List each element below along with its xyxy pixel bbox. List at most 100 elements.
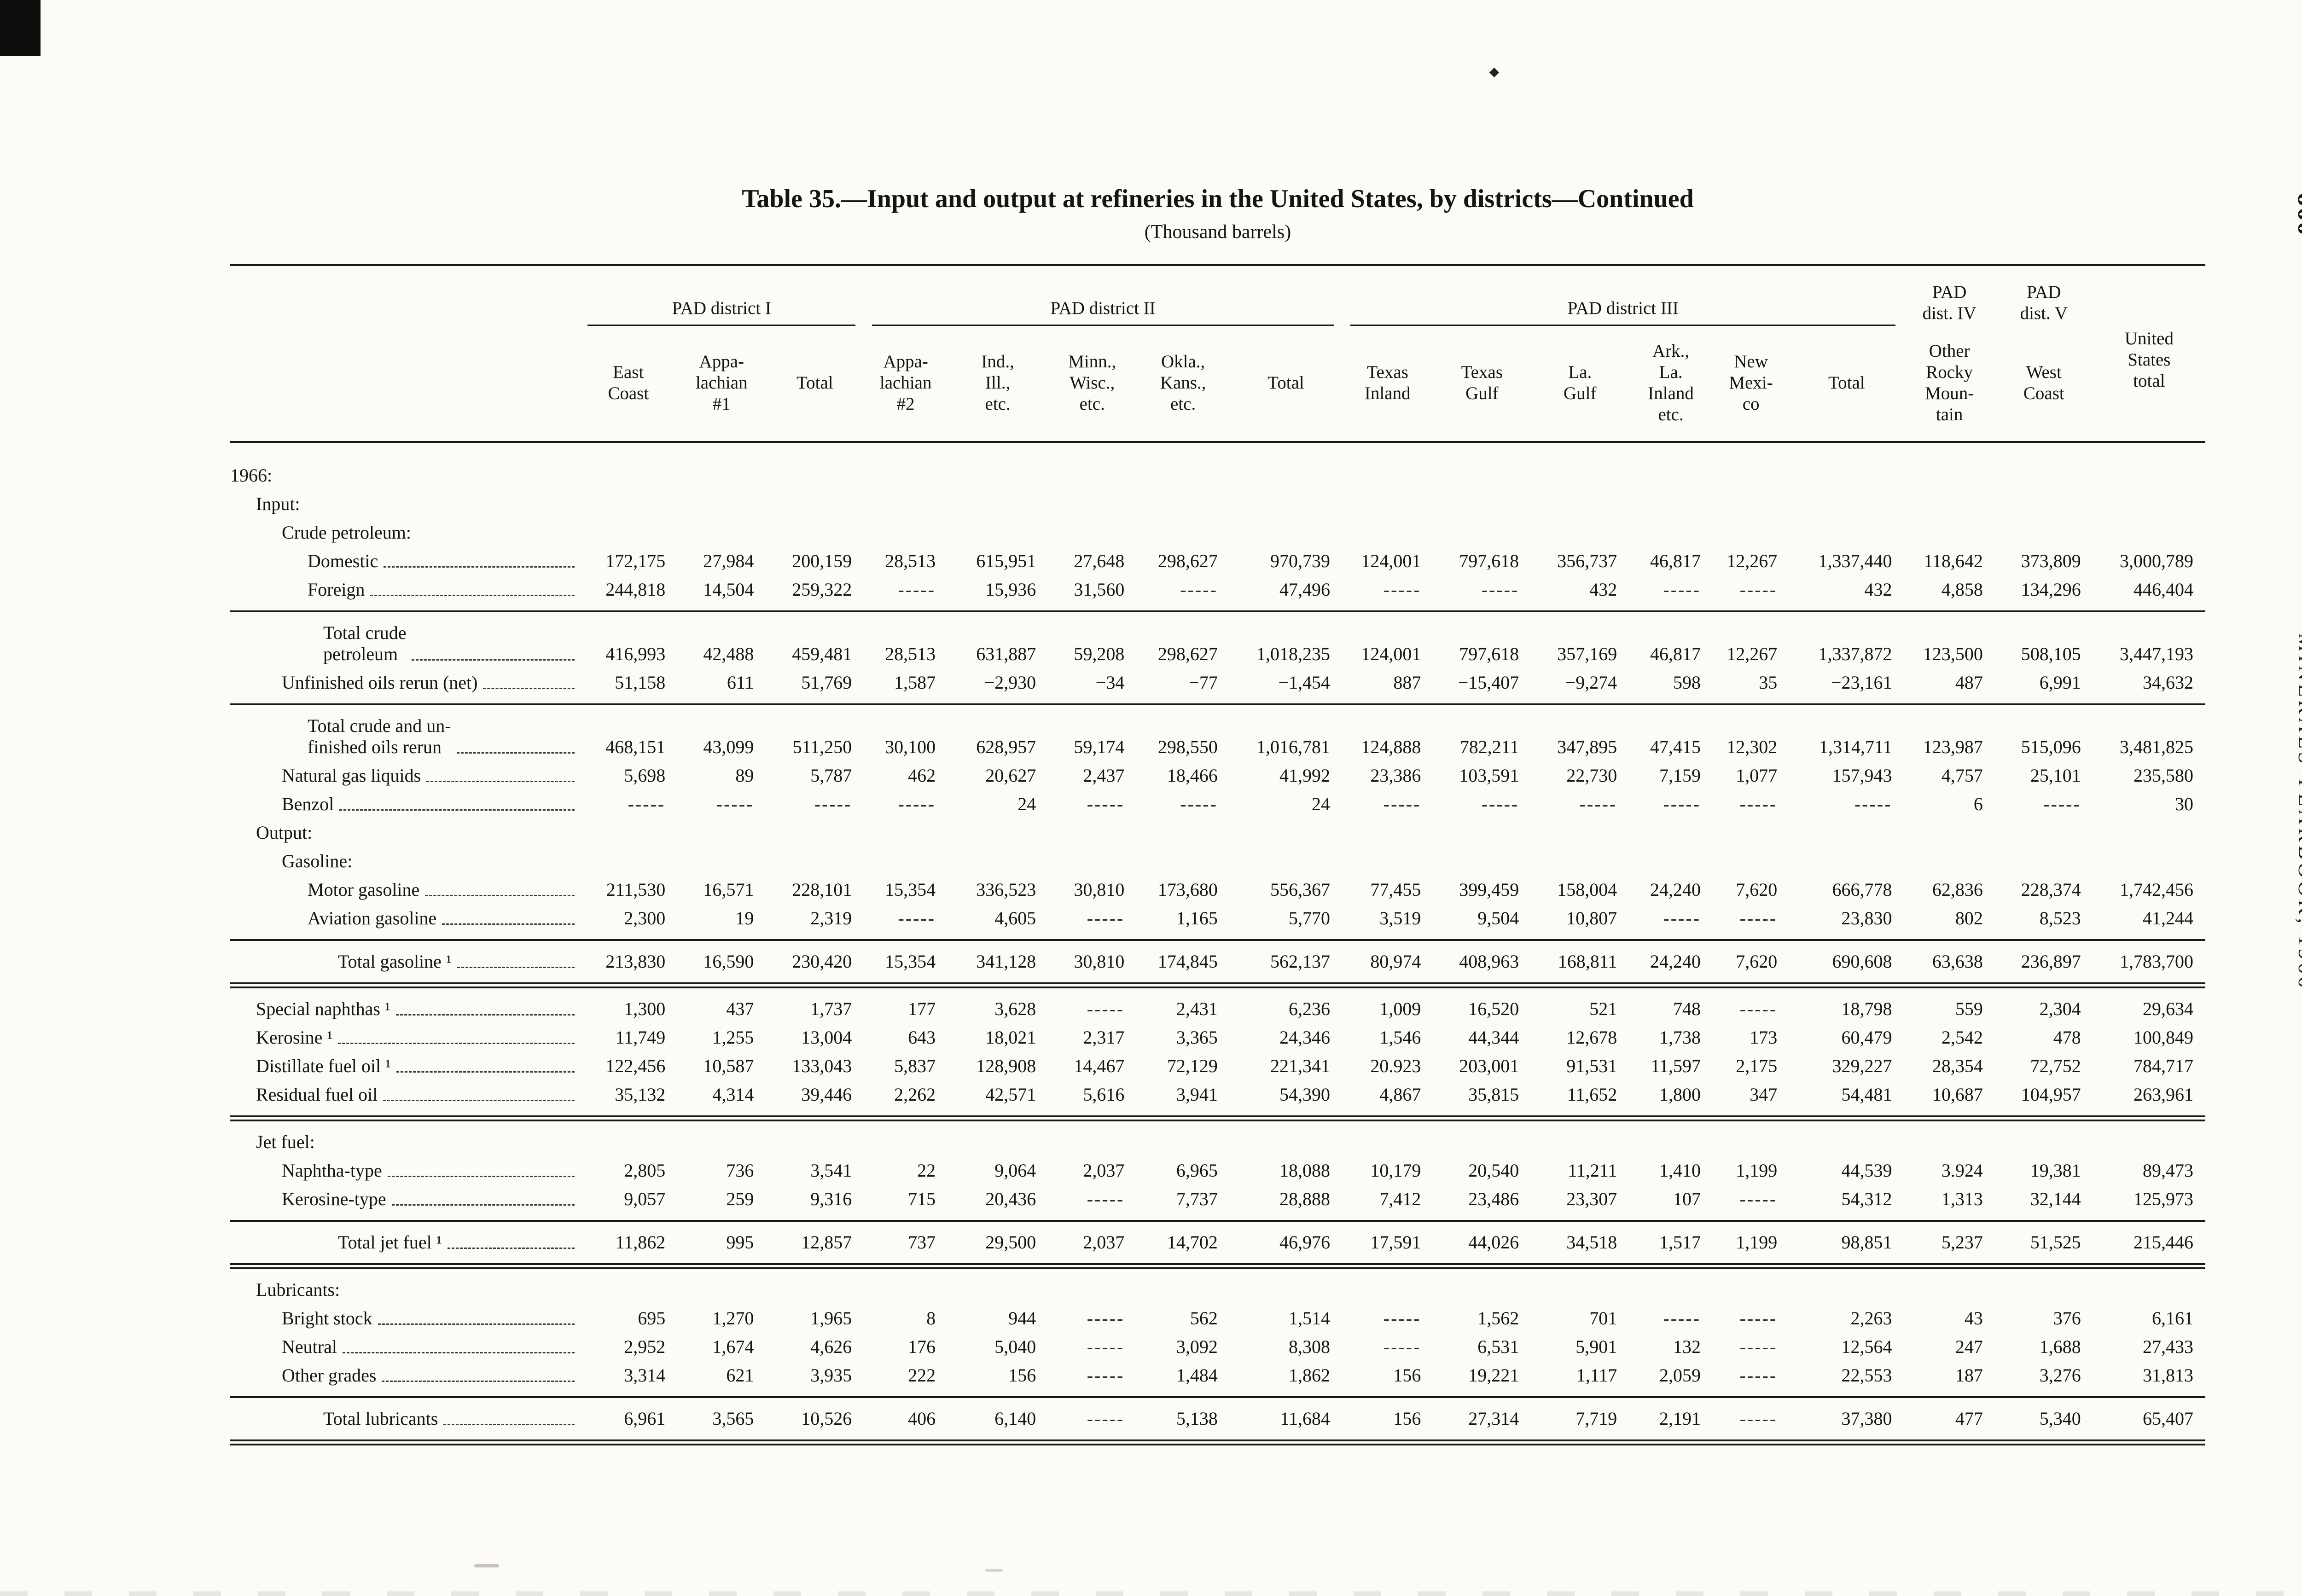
- value-cell: 784,717: [2133, 1056, 2193, 1077]
- value-cell: [948, 1276, 1048, 1304]
- value-cell: 1,688: [2039, 1336, 2081, 1358]
- value-cell: 80,974: [1370, 951, 1421, 972]
- value-cell: 556,367: [1270, 879, 1330, 900]
- horizontal-rule-cell: [230, 697, 2205, 712]
- value-cell: [1136, 1276, 1230, 1304]
- value-cell: 20,627: [985, 765, 1036, 786]
- row-label: Input:: [256, 493, 300, 515]
- value-cell: 51,769: [801, 672, 852, 693]
- value-cell: [2093, 442, 2205, 490]
- column-header-pad2-total: Total: [1229, 329, 1342, 443]
- row-label: Aviation gasoline: [308, 908, 437, 929]
- value-cell: [579, 1276, 677, 1304]
- dot-leader: [382, 1381, 575, 1382]
- column-header-appalachian-2: Appa- lachian #2: [864, 329, 948, 443]
- value-cell: [1789, 847, 1904, 876]
- value-cell: [1995, 1128, 2093, 1156]
- value-cell: 666,778: [1832, 879, 1892, 900]
- value-cell: 44,026: [1468, 1232, 1519, 1253]
- value-cell: [1789, 1276, 1904, 1304]
- horizontal-rule-row: [230, 1109, 2205, 1128]
- section-row: 1966:: [230, 442, 2205, 490]
- value-cell: 1,738: [1659, 1027, 1701, 1048]
- value-cell: 60,479: [1841, 1027, 1892, 1048]
- value-cell: [1230, 1276, 1342, 1304]
- value-cell: −34: [1095, 672, 1125, 693]
- row-label-cell: Jet fuel:: [230, 1128, 579, 1156]
- dot-leader: [412, 659, 575, 661]
- value-cell: [1904, 490, 1994, 518]
- row-label-cell: Neutral: [230, 1333, 579, 1361]
- value-cell: 123,500: [1923, 644, 1983, 665]
- value-cell: 631,887: [976, 644, 1036, 665]
- value-cell: [1342, 518, 1433, 547]
- value-cell: -----: [1739, 998, 1778, 1020]
- value-cell: 995: [726, 1232, 754, 1253]
- single-rule-line: [230, 939, 2205, 941]
- dot-leader: [426, 781, 575, 783]
- value-cell: 2,542: [1941, 1027, 1983, 1048]
- horizontal-rule-row: [230, 1433, 2205, 1452]
- value-cell: 432: [1589, 579, 1617, 600]
- value-cell: -----: [814, 794, 852, 815]
- value-cell: [766, 847, 864, 876]
- value-cell: [864, 1276, 948, 1304]
- value-cell: [1048, 818, 1136, 847]
- value-cell: 1,337,872: [1818, 644, 1892, 665]
- row-label-cell: Total lubricants: [230, 1404, 579, 1433]
- column-header-us-total: United States total: [2093, 264, 2205, 443]
- value-cell: [1629, 847, 1713, 876]
- value-cell: 9,504: [1477, 908, 1519, 929]
- double-rule-line: [230, 982, 2205, 989]
- value-cell: [766, 518, 864, 547]
- value-cell: 12,302: [1726, 737, 1778, 758]
- section-row: Lubricants:: [230, 1276, 2205, 1304]
- value-cell: [766, 1128, 864, 1156]
- value-cell: 4,626: [810, 1336, 852, 1358]
- row-label-cell: Kerosine-type: [230, 1185, 579, 1213]
- value-cell: [1629, 1128, 1713, 1156]
- row-label: Lubricants:: [256, 1279, 340, 1300]
- value-cell: 19,381: [2030, 1160, 2081, 1181]
- value-cell: 2,262: [894, 1084, 936, 1105]
- value-cell: [864, 490, 948, 518]
- value-cell: 222: [908, 1365, 936, 1386]
- value-cell: [864, 1128, 948, 1156]
- value-cell: [1531, 518, 1629, 547]
- value-cell: 2,300: [624, 908, 666, 929]
- value-cell: 690,608: [1832, 951, 1892, 972]
- value-cell: [1048, 1128, 1136, 1156]
- value-cell: 24: [1312, 794, 1330, 815]
- value-cell: −1,454: [1278, 672, 1330, 693]
- value-cell: -----: [1663, 1308, 1701, 1329]
- value-cell: [1433, 847, 1531, 876]
- value-cell: -----: [1383, 794, 1421, 815]
- value-cell: 10,807: [1566, 908, 1617, 929]
- value-cell: 11,652: [1567, 1084, 1617, 1105]
- row-label-cell: Naphtha-type: [230, 1156, 579, 1185]
- value-cell: 211,530: [606, 879, 666, 900]
- value-cell: [1230, 490, 1342, 518]
- table-row: Naphtha-type 2,805 736 3,541 22 9,064 2,037 6,9…: [230, 1156, 2205, 1185]
- value-cell: [1904, 442, 1994, 490]
- table-row: Total crude petroleum 416,993 42,488 459,48…: [230, 619, 2205, 668]
- value-cell: 1,009: [1379, 998, 1421, 1020]
- value-cell: 42,488: [703, 644, 754, 665]
- value-cell: 72,129: [1167, 1056, 1218, 1077]
- row-label: 1966:: [230, 465, 273, 486]
- value-cell: 46,976: [1279, 1232, 1330, 1253]
- value-cell: [1629, 490, 1713, 518]
- value-cell: 30,810: [1074, 951, 1125, 972]
- value-cell: 5,040: [994, 1336, 1036, 1358]
- row-label: Other grades: [282, 1365, 377, 1386]
- group-pad-district-2: PAD district II: [864, 264, 1342, 329]
- value-cell: 24,240: [1650, 951, 1701, 972]
- value-cell: -----: [1663, 908, 1701, 929]
- group-label: PAD dist. V: [2020, 282, 2068, 324]
- value-cell: -----: [1087, 1365, 1125, 1386]
- value-cell: [948, 1128, 1048, 1156]
- value-cell: 611: [727, 672, 754, 693]
- horizontal-rule-cell: [230, 1257, 2205, 1276]
- value-cell: 1,077: [1736, 765, 1778, 786]
- value-cell: -----: [1180, 579, 1218, 600]
